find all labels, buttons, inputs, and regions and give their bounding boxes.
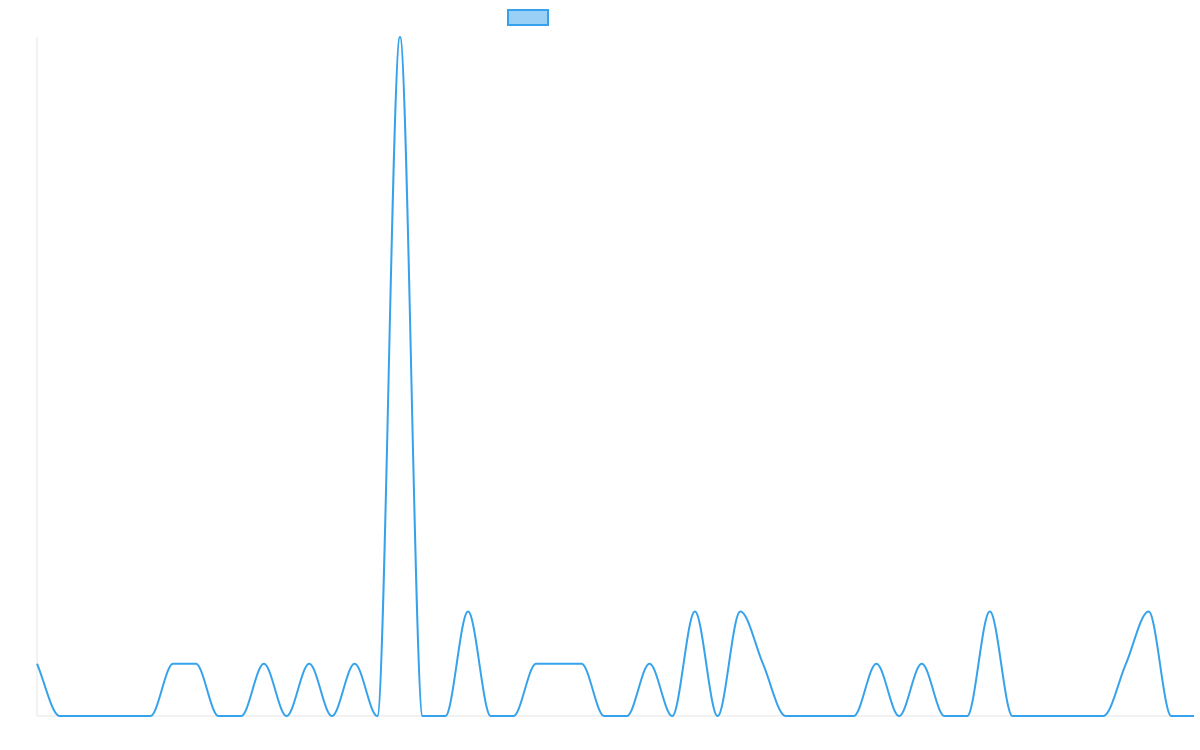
legend-swatch-0[interactable] — [507, 9, 549, 26]
plot-area — [36, 36, 1195, 717]
axes — [36, 37, 1194, 717]
series-line-0 — [36, 36, 1194, 717]
legend[interactable] — [507, 9, 549, 26]
